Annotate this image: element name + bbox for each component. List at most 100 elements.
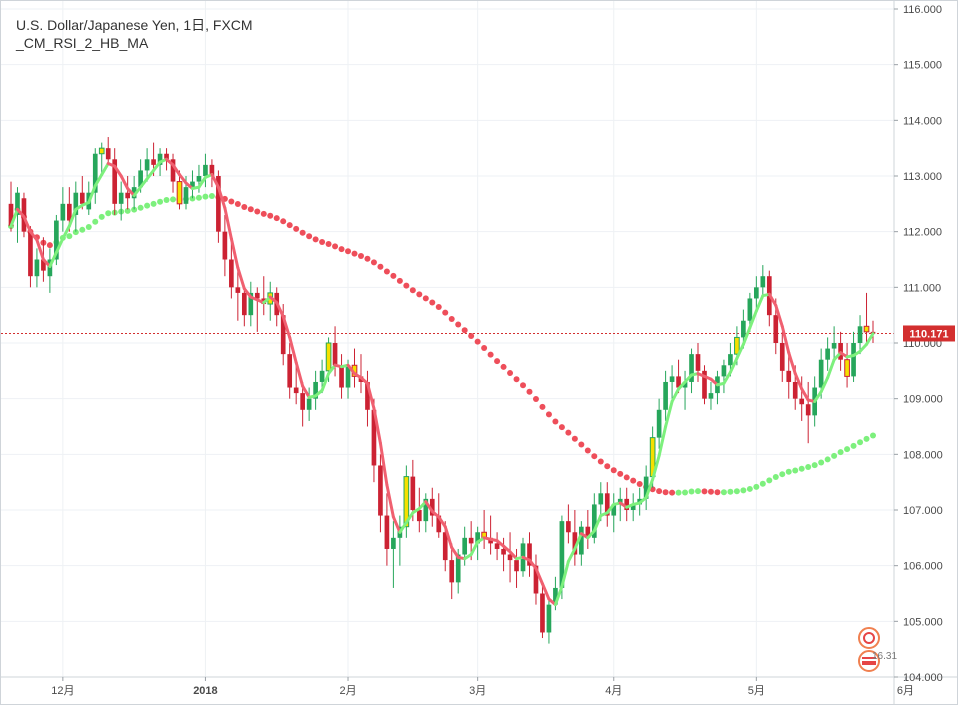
candle-body	[287, 354, 293, 388]
long-ma-point	[545, 411, 552, 418]
short-ma-segment	[301, 384, 311, 399]
long-ma-point	[338, 246, 345, 253]
long-ma-point	[124, 207, 131, 214]
short-ma-segment	[793, 372, 804, 391]
event-badge-icon[interactable]	[856, 626, 886, 676]
long-ma-point	[617, 470, 624, 477]
candle-body	[514, 560, 519, 572]
short-ma-segment	[417, 500, 428, 511]
y-tick-label: 113.000	[903, 171, 942, 183]
candle-body	[643, 476, 649, 499]
candle-body	[786, 370, 792, 382]
long-ma-point	[662, 489, 669, 496]
x-tick-label: 5月	[748, 685, 765, 697]
short-ma-segment	[216, 185, 227, 210]
long-ma-point	[558, 424, 565, 431]
candle-body	[436, 515, 442, 533]
long-ma-point	[468, 332, 475, 339]
chart-title: U.S. Dollar/Japanese Yen, 1日, FXCM	[16, 17, 253, 33]
long-ma-point	[591, 453, 598, 460]
candle-body	[105, 148, 111, 160]
candle-body	[66, 203, 72, 221]
short-ma-segment	[372, 406, 382, 445]
short-ma-segment	[294, 360, 305, 388]
candle-body	[663, 381, 668, 410]
long-ma-point	[798, 465, 805, 472]
candle-body	[553, 587, 558, 605]
short-ma-segment	[327, 363, 337, 376]
candle-body	[34, 259, 40, 277]
candle-body	[196, 176, 202, 182]
short-ma-segment	[385, 483, 395, 519]
candle-body	[494, 543, 500, 549]
long-ma-point	[837, 449, 844, 456]
y-tick-label: 116.000	[903, 4, 942, 16]
candle-body	[416, 510, 422, 522]
candle-body	[734, 336, 740, 355]
long-ma-point	[383, 268, 390, 275]
candle-body	[708, 393, 714, 399]
grid-lines	[1, 1, 906, 678]
long-ma-point	[325, 241, 332, 248]
short-ma-segment	[210, 173, 220, 189]
short-ma-segment	[197, 175, 207, 189]
long-ma-point	[552, 418, 559, 425]
short-ma-segment	[15, 207, 26, 219]
short-ma-segment	[145, 168, 156, 181]
long-ma-point	[623, 474, 630, 481]
short-ma-segment	[748, 309, 758, 330]
long-ma-point	[772, 473, 779, 480]
short-ma-segment	[553, 585, 564, 607]
candle-body	[41, 259, 46, 271]
short-ma-segment	[152, 160, 162, 172]
short-ma-segment	[443, 525, 454, 550]
short-ma-segment	[592, 514, 603, 533]
candle-body	[527, 543, 532, 566]
long-ma-point	[286, 222, 293, 229]
long-ma-point	[351, 250, 358, 257]
long-ma-point	[565, 429, 572, 436]
long-ma-point	[208, 193, 215, 200]
short-ma-segment	[534, 566, 544, 586]
long-ma-point	[571, 435, 578, 442]
long-ma-point	[260, 210, 267, 217]
short-ma-segment	[800, 387, 810, 402]
candle-body	[611, 504, 617, 516]
short-ma-segment	[87, 184, 97, 204]
candle-body	[773, 315, 779, 343]
long-ma-point	[202, 193, 209, 200]
candle-body	[825, 348, 830, 360]
short-ma-segment	[865, 332, 875, 346]
long-ma-point	[695, 488, 702, 495]
candle-body	[92, 153, 98, 193]
x-tick-label: 6月	[897, 685, 914, 697]
long-ma-point	[675, 489, 682, 496]
candle-body	[164, 153, 169, 160]
candle-body	[501, 548, 506, 555]
short-ma-segment	[229, 237, 240, 270]
short-ma-segment	[35, 238, 45, 261]
candle-body	[151, 159, 156, 165]
short-ma-segment	[566, 547, 577, 563]
short-ma-segment	[93, 173, 104, 188]
long-ma-point	[137, 204, 144, 211]
short-ma-segment	[735, 342, 745, 360]
long-ma-point	[500, 363, 507, 370]
long-ma-point	[733, 488, 740, 495]
candle-body	[190, 181, 195, 188]
long-ma-point	[844, 446, 851, 453]
short-ma-segment	[67, 207, 78, 228]
candle-body	[280, 315, 286, 355]
candle-body	[442, 532, 448, 561]
long-ma-point	[481, 345, 488, 352]
candle-body	[585, 526, 591, 538]
current-price-badge	[903, 325, 955, 342]
candle-body	[125, 192, 130, 199]
candle-body	[604, 493, 610, 516]
short-ma-segment	[722, 370, 732, 385]
long-ma-point	[85, 223, 92, 230]
candle-body	[306, 398, 312, 410]
short-ma-segment	[540, 582, 551, 601]
